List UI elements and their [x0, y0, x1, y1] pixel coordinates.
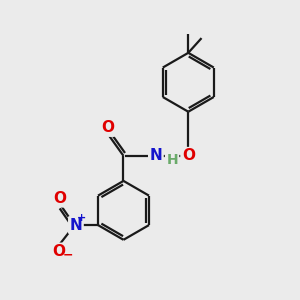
Text: N: N: [149, 148, 162, 164]
Text: O: O: [52, 244, 65, 259]
Text: N: N: [70, 218, 82, 232]
Text: H: H: [166, 153, 178, 167]
Text: O: O: [101, 120, 114, 135]
Text: −: −: [63, 249, 73, 262]
Text: O: O: [182, 148, 195, 164]
Text: O: O: [53, 191, 66, 206]
Text: +: +: [76, 213, 86, 223]
